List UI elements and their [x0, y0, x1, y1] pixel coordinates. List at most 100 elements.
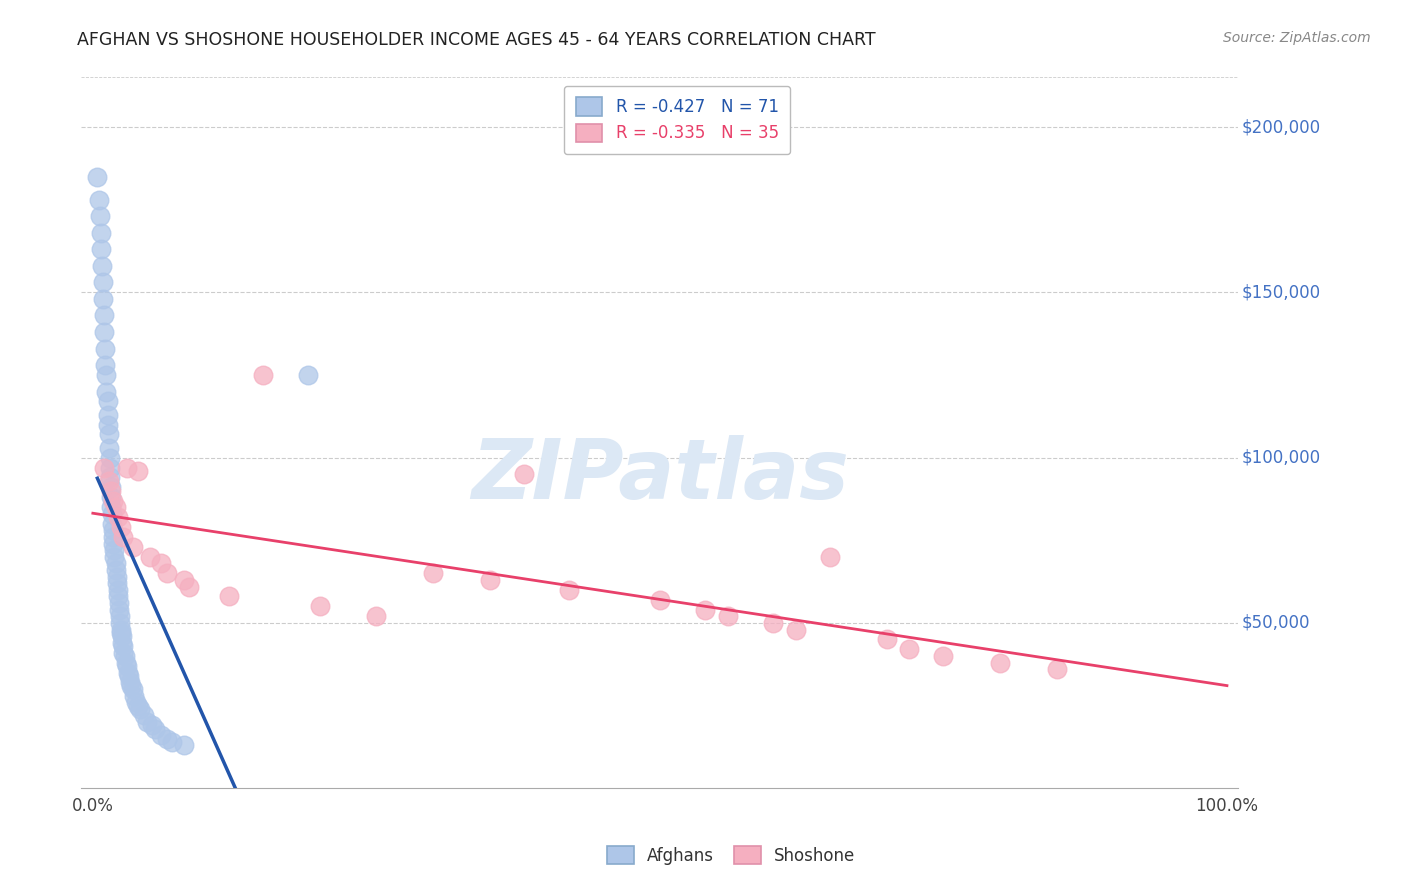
- Point: [118, 669, 141, 683]
- Point: [173, 573, 195, 587]
- Point: [97, 427, 120, 442]
- Point: [155, 566, 177, 581]
- Point: [179, 580, 201, 594]
- Point: [91, 292, 114, 306]
- Point: [366, 609, 388, 624]
- Point: [93, 325, 115, 339]
- Point: [478, 573, 501, 587]
- Point: [103, 524, 125, 538]
- Point: [173, 738, 195, 752]
- Point: [90, 259, 112, 273]
- Point: [114, 648, 136, 663]
- Point: [104, 563, 127, 577]
- Point: [138, 549, 160, 564]
- Point: [932, 648, 955, 663]
- Point: [105, 576, 128, 591]
- Point: [100, 500, 122, 515]
- Point: [308, 599, 330, 614]
- Point: [149, 728, 172, 742]
- Point: [108, 603, 131, 617]
- Point: [785, 623, 807, 637]
- Point: [122, 689, 145, 703]
- Point: [136, 715, 159, 730]
- Point: [1046, 662, 1069, 676]
- Point: [132, 708, 155, 723]
- Point: [105, 569, 128, 583]
- Point: [108, 615, 131, 630]
- Point: [90, 226, 112, 240]
- Point: [143, 722, 166, 736]
- Point: [97, 394, 120, 409]
- Point: [98, 470, 121, 484]
- Point: [86, 169, 108, 184]
- Text: $50,000: $50,000: [1241, 614, 1310, 632]
- Point: [101, 516, 124, 531]
- Point: [695, 603, 717, 617]
- Point: [115, 659, 138, 673]
- Point: [110, 623, 132, 637]
- Point: [127, 464, 149, 478]
- Point: [125, 695, 148, 709]
- Point: [96, 368, 118, 382]
- Point: [103, 493, 125, 508]
- Point: [107, 510, 129, 524]
- Point: [112, 639, 135, 653]
- Point: [94, 342, 117, 356]
- Point: [876, 632, 898, 647]
- Point: [898, 642, 921, 657]
- Point: [90, 243, 112, 257]
- Point: [110, 625, 132, 640]
- Point: [114, 656, 136, 670]
- Point: [104, 557, 127, 571]
- Point: [141, 718, 163, 732]
- Point: [96, 384, 118, 399]
- Point: [121, 540, 143, 554]
- Point: [103, 543, 125, 558]
- Point: [112, 530, 135, 544]
- Point: [104, 500, 127, 515]
- Point: [155, 731, 177, 746]
- Point: [97, 441, 120, 455]
- Text: AFGHAN VS SHOSHONE HOUSEHOLDER INCOME AGES 45 - 64 YEARS CORRELATION CHART: AFGHAN VS SHOSHONE HOUSEHOLDER INCOME AG…: [77, 31, 876, 49]
- Point: [129, 702, 152, 716]
- Text: Source: ZipAtlas.com: Source: ZipAtlas.com: [1223, 31, 1371, 45]
- Point: [100, 491, 122, 505]
- Legend: Afghans, Shoshone: Afghans, Shoshone: [599, 838, 863, 873]
- Point: [108, 609, 131, 624]
- Point: [97, 417, 120, 432]
- Point: [107, 582, 129, 597]
- Point: [717, 609, 740, 624]
- Point: [100, 483, 122, 498]
- Point: [988, 656, 1011, 670]
- Point: [120, 679, 142, 693]
- Point: [98, 460, 121, 475]
- Point: [89, 209, 111, 223]
- Point: [103, 549, 125, 564]
- Point: [108, 596, 131, 610]
- Point: [648, 592, 671, 607]
- Point: [252, 368, 274, 382]
- Point: [93, 309, 115, 323]
- Point: [297, 368, 319, 382]
- Point: [94, 358, 117, 372]
- Text: $200,000: $200,000: [1241, 118, 1320, 136]
- Point: [111, 636, 134, 650]
- Point: [127, 698, 149, 713]
- Point: [103, 536, 125, 550]
- Point: [818, 549, 841, 564]
- Point: [112, 646, 135, 660]
- Text: ZIPatlas: ZIPatlas: [471, 435, 849, 516]
- Point: [558, 582, 581, 597]
- Point: [100, 480, 122, 494]
- Point: [160, 735, 183, 749]
- Point: [110, 520, 132, 534]
- Point: [101, 507, 124, 521]
- Point: [149, 557, 172, 571]
- Point: [97, 474, 120, 488]
- Point: [115, 460, 138, 475]
- Point: [218, 590, 240, 604]
- Point: [107, 590, 129, 604]
- Point: [121, 681, 143, 696]
- Point: [97, 408, 120, 422]
- Point: [93, 460, 115, 475]
